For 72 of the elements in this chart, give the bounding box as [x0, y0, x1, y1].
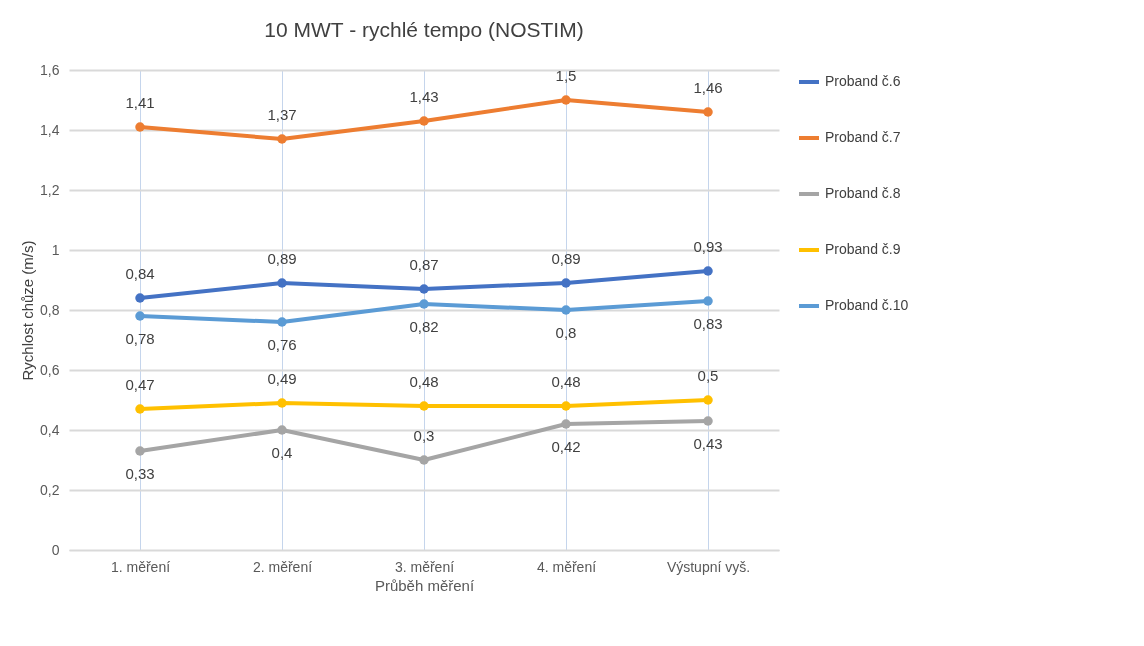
point [277, 398, 287, 408]
data-label: 0,8 [555, 324, 577, 341]
data-label: 0,48 [409, 373, 439, 390]
y-axis-title: Rychlost chůze (m/s) [19, 240, 37, 381]
data-label: 0,78 [125, 330, 155, 347]
data-label: 1,46 [693, 79, 723, 96]
point [419, 401, 429, 411]
point [703, 107, 713, 117]
data-label: 0,5 [697, 367, 719, 384]
y-tick-label: 1,2 [40, 181, 60, 198]
data-label: 0,4 [271, 444, 293, 461]
chart-title: 10 MWT - rychlé tempo (NOSTIM) [264, 18, 584, 41]
y-tick-label: 1 [51, 241, 60, 258]
point [135, 404, 145, 414]
point [419, 299, 429, 309]
legend-label: Proband č.10 [825, 297, 909, 313]
point [135, 122, 145, 132]
point [561, 401, 571, 411]
point [135, 446, 145, 456]
legend-label: Proband č.7 [825, 129, 901, 145]
legend-label: Proband č.6 [825, 73, 901, 89]
y-tick-label: 0,8 [40, 301, 60, 318]
data-label: 0,49 [267, 370, 297, 387]
point [703, 296, 713, 306]
point [277, 278, 287, 288]
y-tick-label: 0 [51, 541, 60, 558]
x-tick-label: 4. měření [536, 558, 597, 575]
data-label: 1,41 [125, 94, 155, 111]
point [561, 419, 571, 429]
x-tick-label: 3. měření [394, 558, 455, 575]
y-tick-label: 0,4 [40, 421, 60, 438]
point [277, 425, 287, 435]
y-tick-label: 1,6 [40, 61, 60, 78]
data-label: 0,84 [125, 265, 155, 282]
data-label: 0,82 [409, 318, 439, 335]
point [135, 311, 145, 321]
data-label: 0,47 [125, 376, 155, 393]
x-tick-label: 1. měření [110, 558, 171, 575]
x-tick-label: Výstupní vyš. [666, 558, 751, 575]
point [419, 455, 429, 465]
data-label: 0,89 [267, 250, 297, 267]
point [703, 266, 713, 276]
legend-label: Proband č.9 [825, 241, 901, 257]
data-label: 0,93 [693, 238, 723, 255]
data-label: 0,43 [693, 435, 723, 452]
point [135, 293, 145, 303]
point [561, 305, 571, 315]
data-label: 0,87 [409, 256, 439, 273]
point [561, 278, 571, 288]
y-tick-label: 1,4 [40, 121, 60, 138]
point [277, 317, 287, 327]
y-tick-label: 0,2 [40, 481, 60, 498]
point [703, 416, 713, 426]
data-label: 0,33 [125, 465, 155, 482]
point [277, 134, 287, 144]
point [419, 116, 429, 126]
data-label: 0,89 [551, 250, 581, 267]
point [419, 284, 429, 294]
y-tick-label: 0,6 [40, 361, 60, 378]
x-tick-label: 2. měření [252, 558, 313, 575]
data-label: 1,43 [409, 88, 439, 105]
data-label: 0,76 [267, 336, 297, 353]
point [703, 395, 713, 405]
point [561, 95, 571, 105]
data-label: 0,3 [413, 427, 435, 444]
data-label: 0,42 [551, 438, 581, 455]
x-axis-title: Průběh měření [374, 576, 475, 594]
data-label: 1,5 [555, 67, 577, 84]
data-label: 0,48 [551, 373, 581, 390]
legend-label: Proband č.8 [825, 185, 901, 201]
data-label: 0,83 [693, 315, 723, 332]
data-label: 1,37 [267, 106, 297, 123]
